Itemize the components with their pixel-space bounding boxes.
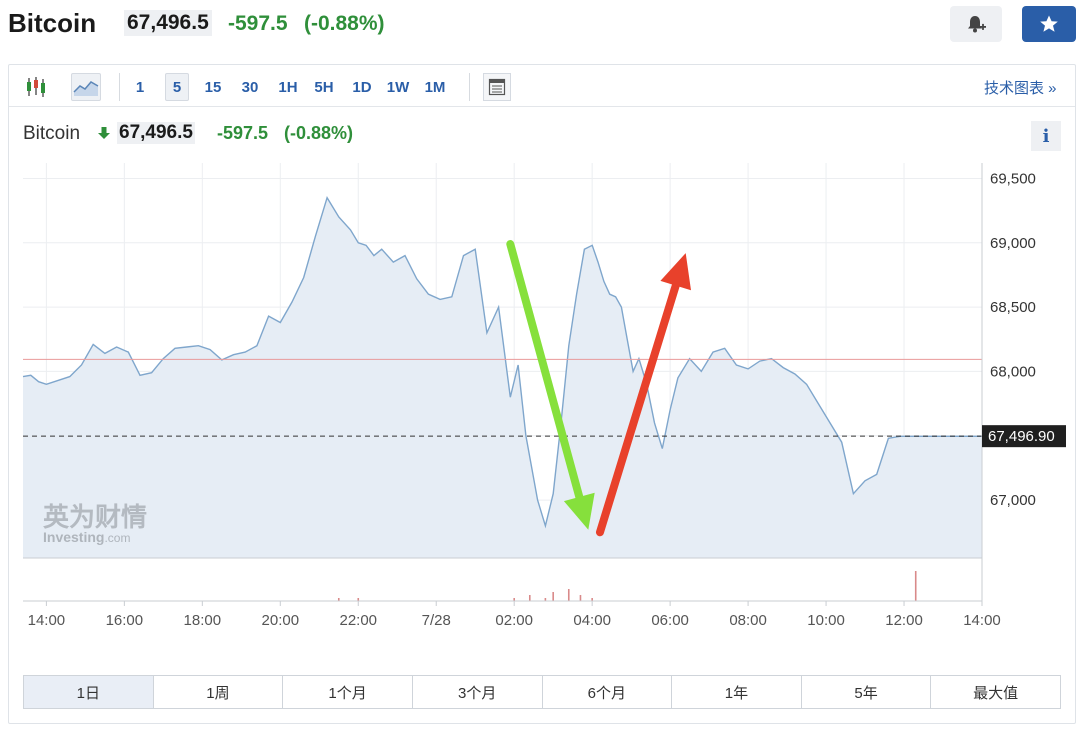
y-tick-label: 69,500 [990,170,1036,187]
volume-bar [914,571,917,601]
x-tick-label: 02:00 [495,612,533,625]
volume-bar [591,598,593,601]
x-axis-labels: 14:00 16:00 18:00 20:00 22:00 7/28 02:00 04:00 0… [28,601,1001,625]
timeframe-5h[interactable]: 5H [314,78,334,96]
area-chart-button[interactable] [71,73,101,101]
table-icon [488,78,506,96]
header-change-percent: (-0.88%) [304,12,385,35]
technical-chart-link[interactable]: 技术图表 » [984,80,1057,97]
green-down-arrow-shaft [506,240,584,501]
header-price: 67,496.5 [124,10,212,36]
y-tick-label: 68,000 [990,363,1036,380]
range-tab-1m[interactable]: 1个月 [283,676,413,708]
header-change: -597.5 [228,12,288,35]
range-tabs: 1日 1周 1个月 3个月 6个月 1年 5年 最大值 [23,675,1061,709]
volume-bar [567,589,570,601]
timeframe-5[interactable]: 5 [165,73,189,101]
price-chart[interactable]: 英为财情 Investing.com 67,000 68,000 68,500 69,… [9,65,1075,625]
x-tick-label: 06:00 [651,612,689,625]
red-up-arrow-shaft [595,281,680,537]
range-tab-1y[interactable]: 1年 [672,676,802,708]
volume-bars [337,571,917,601]
last-price-label: 67,496.90 [988,428,1055,445]
volume-bar [357,598,360,601]
volume-bar [528,595,531,601]
chart-price: 67,496.5 [117,122,195,144]
volume-bar [552,592,554,601]
range-tab-1w[interactable]: 1周 [154,676,284,708]
chart-toolbar: 1 5 15 30 1H 5H 1D 1W 1M 技术图表 » [9,65,1075,107]
volume-bar [513,598,515,601]
add-alert-button[interactable] [950,6,1002,42]
volume-bar [579,595,582,601]
last-price-box [982,425,1066,448]
down-arrow-icon [98,127,110,139]
range-tab-max[interactable]: 最大值 [973,684,1019,702]
chart-change-percent: (-0.88%) [284,123,354,143]
toolbar-divider [469,73,470,101]
chart-panel: 1 5 15 30 1H 5H 1D 1W 1M 技术图表 » Bitcoin … [8,64,1076,724]
info-button[interactable]: i [1031,121,1061,151]
chart-change: -597.5 [217,123,269,143]
volume-bar [337,598,340,601]
x-tick-label: 20:00 [262,612,300,625]
y-tick-label: 68,500 [990,299,1036,316]
candlestick-chart-button[interactable] [23,73,49,101]
red-up-arrow-head [660,253,691,291]
candlestick-icon [27,77,45,97]
x-tick-label: 14:00 [963,612,1001,625]
data-table-button[interactable] [483,73,511,101]
toolbar-divider [119,73,120,101]
y-tick-label: 69,000 [990,235,1036,252]
chart-instrument-name: Bitcoin [23,123,81,144]
range-tab-1d[interactable]: 1日 [24,676,154,708]
star-icon [1040,15,1058,32]
x-tick-label: 12:00 [885,612,923,625]
instrument-title: Bitcoin [8,8,97,38]
price-area-fill [23,197,982,558]
timeframe-15[interactable]: 15 [204,78,222,96]
investing-watermark: 英为财情 Investing.com [43,503,147,545]
range-tab-6m[interactable]: 6个月 [543,676,673,708]
x-tick-label: 08:00 [729,612,767,625]
x-tick-label: 16:00 [106,612,144,625]
bell-plus-icon [968,16,986,33]
timeframe-1[interactable]: 1 [135,78,145,96]
timeframe-1h[interactable]: 1H [278,78,298,96]
green-down-arrow-head [563,492,595,530]
y-tick-label: 67,000 [990,492,1036,509]
add-to-watchlist-button[interactable] [1022,6,1076,42]
range-tab-3m[interactable]: 3个月 [413,676,543,708]
timeframe-1m[interactable]: 1M [424,78,446,96]
watermark-cn-text: 英为财情 [43,503,147,533]
x-tick-label: 04:00 [573,612,611,625]
timeframe-30[interactable]: 30 [241,78,259,96]
y-axis-labels: 67,000 68,000 68,500 69,000 69,500 [990,170,1036,509]
watermark-en-text: Investing.com [43,529,130,545]
x-tick-label: 22:00 [339,612,377,625]
timeframe-1w[interactable]: 1W [386,78,410,96]
volume-bar [544,598,547,601]
x-tick-label: 10:00 [807,612,845,625]
x-tick-label: 7/28 [422,612,451,625]
instrument-header: Bitcoin 67,496.5 -597.5 (-0.88%) [0,0,1080,56]
last-price-tag: 67,496.90 [982,425,1066,448]
trend-arrows [506,240,691,537]
timeframe-1d[interactable]: 1D [352,78,372,96]
area-chart-icon [73,81,99,96]
range-tab-5y[interactable]: 5年 [802,676,932,708]
price-line [22,195,982,529]
x-tick-label: 18:00 [184,612,222,625]
x-tick-label: 14:00 [28,612,66,625]
